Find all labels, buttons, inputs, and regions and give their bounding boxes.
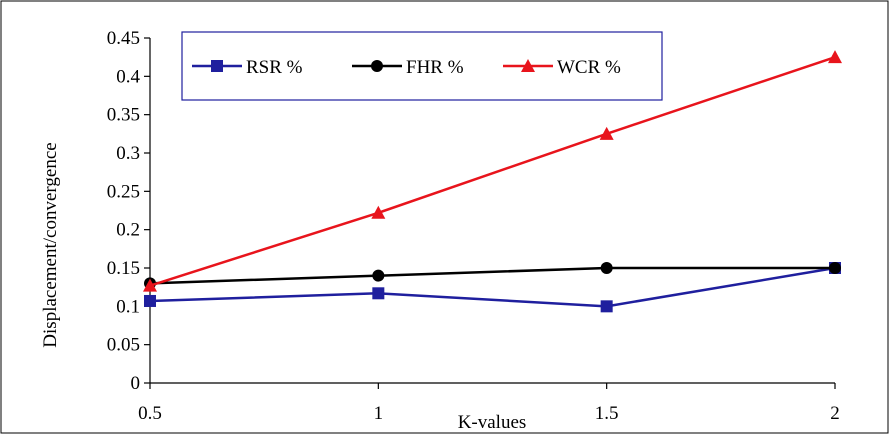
- y-tick-label: 0.35: [107, 105, 140, 126]
- data-point-wcr: [371, 205, 386, 219]
- x-tick-label: 1.5: [595, 403, 619, 424]
- legend-marker: [521, 59, 535, 72]
- data-point-rsr: [372, 287, 385, 300]
- legend-marker: [371, 60, 383, 72]
- axes: 0 0.05 0.1 0.15 0.2 0.25 0.3 0.35 0.4 0.45 0.5 1 1.5…: [107, 28, 840, 424]
- legend-entry-wcr: WCR %: [503, 57, 621, 78]
- legend-entry-fhr: FHR %: [352, 57, 464, 78]
- y-tick-label: 0.3: [116, 143, 140, 164]
- y-axis-title: Displacement/convergence: [40, 142, 61, 347]
- y-tick-label: 0.2: [116, 220, 140, 241]
- data-point-fhr: [829, 262, 841, 274]
- x-axis-title: K-values: [458, 412, 527, 433]
- series-line-rsr: [149, 266, 836, 308]
- legend-marker: [211, 60, 223, 72]
- legend: RSR % FHR % WCR %: [181, 31, 663, 101]
- x-tick-label: 2: [830, 403, 840, 424]
- legend-entry-rsr: RSR %: [192, 57, 303, 78]
- data-point-wcr: [143, 278, 157, 292]
- series-group: [143, 50, 842, 313]
- x-tick-label: 0.5: [138, 403, 162, 424]
- data-point-wcr: [828, 50, 842, 64]
- legend-label: WCR %: [557, 57, 621, 78]
- series-line-fhr: [149, 266, 835, 285]
- y-tick-label: 0: [131, 373, 141, 394]
- legend-box: [181, 31, 663, 101]
- series-wcr: [143, 50, 842, 292]
- y-tick-label: 0.05: [107, 335, 140, 356]
- data-point-rsr: [144, 294, 156, 307]
- data-point-fhr: [600, 262, 613, 274]
- y-tick-label: 0.25: [107, 181, 140, 202]
- data-point-rsr: [600, 300, 613, 313]
- x-tick-label: 1: [374, 403, 384, 424]
- y-tick-label: 0.1: [116, 296, 140, 317]
- legend-label: RSR %: [246, 57, 303, 78]
- y-tick-label: 0.15: [107, 258, 140, 279]
- y-tick-label: 0.45: [107, 28, 140, 49]
- data-point-wcr: [599, 126, 614, 140]
- legend-label: FHR %: [406, 57, 464, 78]
- data-point-fhr: [372, 269, 385, 282]
- y-tick-label: 0.4: [116, 66, 140, 87]
- series-line-wcr: [149, 55, 836, 287]
